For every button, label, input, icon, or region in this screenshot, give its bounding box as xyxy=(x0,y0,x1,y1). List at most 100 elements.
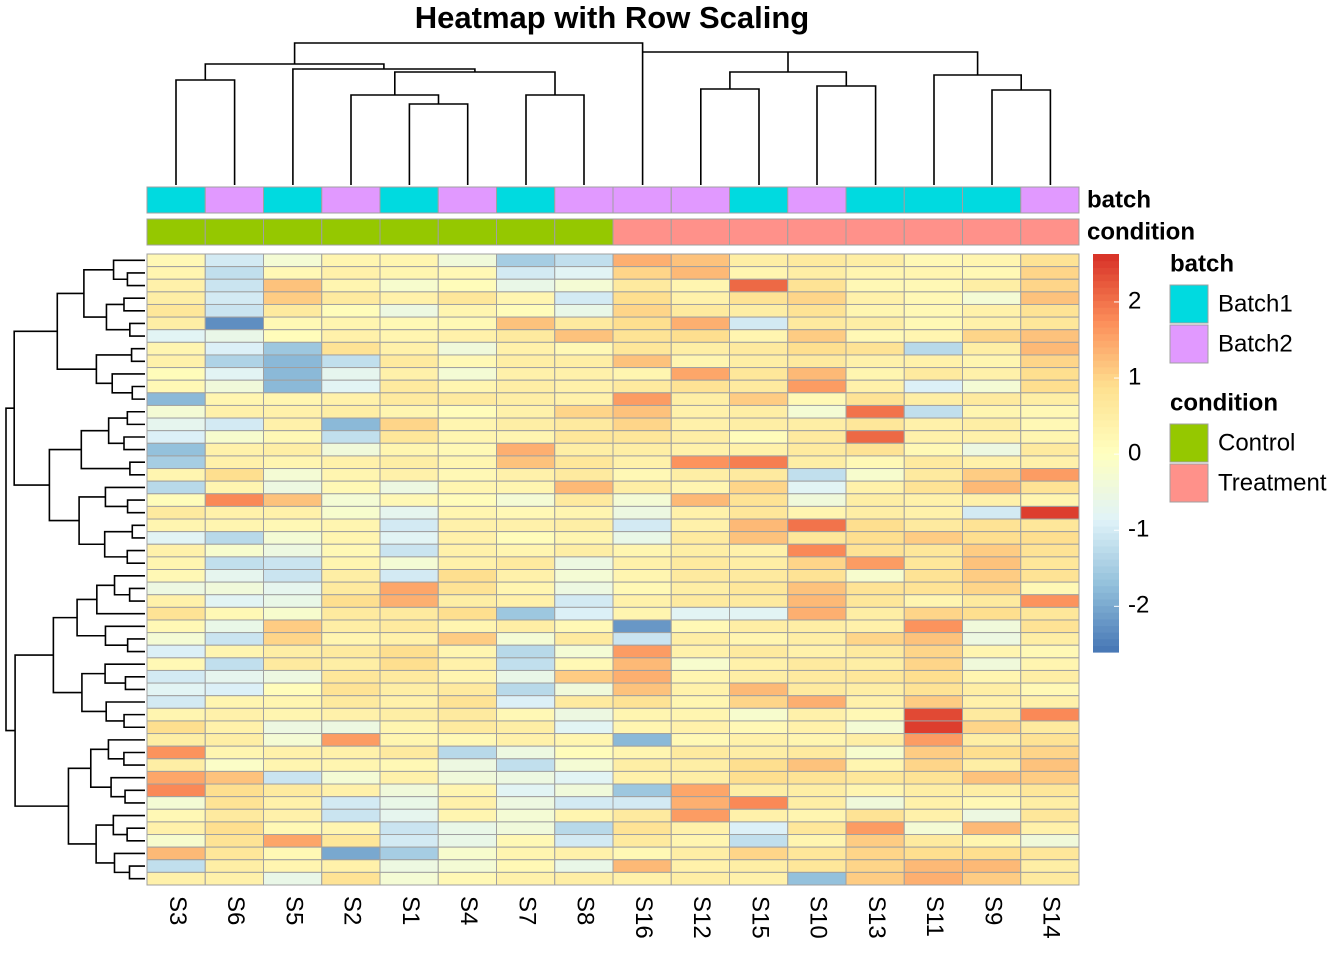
heatmap-cell xyxy=(670,493,730,507)
heatmap-cell xyxy=(1020,834,1080,848)
heatmap-cell xyxy=(263,354,323,369)
dendrogram-branch xyxy=(67,767,97,845)
heatmap-cell xyxy=(321,404,381,419)
heatmap-cell xyxy=(1020,430,1080,444)
heatmap-cell xyxy=(146,569,206,583)
colorbar-step xyxy=(1093,293,1119,302)
heatmap-cell xyxy=(321,846,381,861)
dendrogram-branch xyxy=(104,663,145,684)
heatmap-cell xyxy=(321,783,381,798)
heatmap-cell xyxy=(1020,404,1080,419)
heatmap-cell xyxy=(670,657,730,671)
heatmap-cell xyxy=(496,783,556,798)
column-label: S2 xyxy=(339,896,366,925)
heatmap-cell xyxy=(496,455,556,470)
heatmap-cell xyxy=(612,543,672,558)
heatmap-cell xyxy=(437,341,497,356)
heatmap-cell xyxy=(787,341,847,356)
heatmap-cell xyxy=(1020,468,1080,482)
heatmap-cell xyxy=(496,758,556,772)
heatmap-cell xyxy=(1020,480,1080,495)
heatmap-cell xyxy=(437,733,497,747)
heatmap-cell xyxy=(670,417,730,432)
heatmap-cell xyxy=(729,758,789,772)
heatmap-cell xyxy=(554,632,614,646)
annotation-cell xyxy=(903,218,963,246)
heatmap-cell xyxy=(845,606,905,621)
heatmap-cell xyxy=(321,367,381,381)
colorbar-step xyxy=(1093,472,1119,481)
dendrogram-branch xyxy=(131,524,145,539)
heatmap-cell xyxy=(670,316,730,331)
heatmap-cell xyxy=(554,669,614,684)
heatmap-cell xyxy=(962,404,1022,419)
heatmap-cell xyxy=(437,468,497,482)
heatmap-cell xyxy=(146,556,206,571)
heatmap-cell xyxy=(962,329,1022,343)
heatmap-cell xyxy=(962,594,1022,608)
heatmap-cell xyxy=(554,644,614,659)
heatmap-cell xyxy=(146,531,206,545)
heatmap-cell xyxy=(496,543,556,558)
heatmap-cell xyxy=(845,695,905,709)
colorbar-step xyxy=(1093,380,1119,388)
heatmap-cell xyxy=(496,859,556,873)
heatmap-cell xyxy=(903,493,963,507)
heatmap-cell xyxy=(787,606,847,621)
colorbar-step xyxy=(1093,506,1119,514)
heatmap-cell xyxy=(845,442,905,457)
heatmap-cell xyxy=(204,354,264,369)
heatmap-cell xyxy=(612,632,672,646)
heatmap-cell xyxy=(962,543,1022,558)
heatmap-cell xyxy=(612,329,672,343)
heatmap-cell xyxy=(379,569,439,583)
heatmap-cell xyxy=(263,669,323,684)
heatmap-cell xyxy=(263,745,323,760)
heatmap-cell xyxy=(612,695,672,709)
heatmap-cell xyxy=(670,278,730,293)
colorbar-step xyxy=(1093,340,1119,348)
heatmap-cell xyxy=(379,619,439,634)
heatmap-cell xyxy=(554,745,614,760)
heatmap-cell xyxy=(321,758,381,772)
heatmap-cell xyxy=(845,632,905,646)
heatmap-cell xyxy=(612,493,672,507)
heatmap-cell xyxy=(612,341,672,356)
dendrogram-branch xyxy=(129,322,145,337)
heatmap-cell xyxy=(379,291,439,305)
heatmap-cell xyxy=(146,253,206,268)
heatmap-cell xyxy=(437,430,497,444)
heatmap-cell xyxy=(787,266,847,280)
heatmap-cell xyxy=(496,871,556,886)
column-label: S4 xyxy=(455,896,482,925)
heatmap-cell xyxy=(204,455,264,470)
annotation-cell xyxy=(1020,186,1080,214)
heatmap-cell xyxy=(787,707,847,722)
heatmap-cell xyxy=(204,518,264,533)
heatmap-cell xyxy=(554,379,614,394)
heatmap-cell xyxy=(554,796,614,810)
chart-title: Heatmap with Row Scaling xyxy=(415,0,809,35)
heatmap-cell xyxy=(379,632,439,646)
colorbar-step xyxy=(1093,254,1119,262)
heatmap-cell xyxy=(903,278,963,293)
heatmap-cell xyxy=(204,430,264,444)
heatmap-cell xyxy=(379,493,439,507)
heatmap-cell xyxy=(496,632,556,646)
heatmap-cell xyxy=(903,796,963,810)
heatmap-cell xyxy=(612,316,672,331)
heatmap-cell xyxy=(670,808,730,823)
heatmap-cell xyxy=(379,594,439,608)
heatmap-cell xyxy=(204,303,264,318)
colorbar-step xyxy=(1093,565,1119,573)
heatmap-cell xyxy=(554,758,614,772)
heatmap-cell xyxy=(204,278,264,293)
heatmap-cell xyxy=(845,531,905,545)
heatmap-cell xyxy=(729,569,789,583)
heatmap-cell xyxy=(729,594,789,608)
heatmap-cell xyxy=(729,834,789,848)
heatmap-cell xyxy=(845,518,905,533)
dendrogram-branch xyxy=(83,268,114,318)
heatmap-cell xyxy=(787,505,847,520)
dendrogram-branch xyxy=(123,297,145,312)
